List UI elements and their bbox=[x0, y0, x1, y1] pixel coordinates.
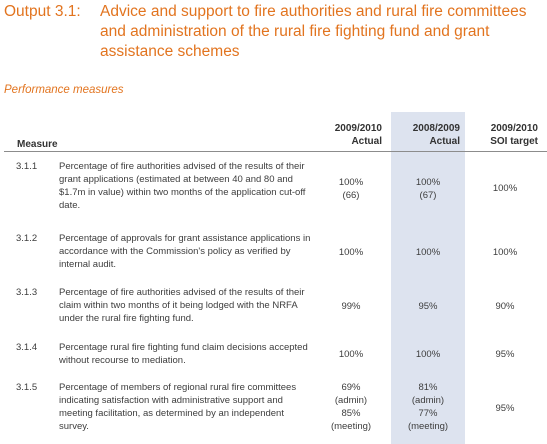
value-line: 85% bbox=[341, 408, 361, 419]
value-line: (admin) bbox=[334, 395, 368, 406]
value-line: 100% bbox=[338, 177, 364, 188]
measure-id: 3.1.4 bbox=[16, 342, 38, 353]
value-2009-2010-actual: 100% (66) bbox=[315, 176, 387, 202]
measure-description: Percentage of fire authorities advised o… bbox=[59, 287, 305, 324]
value-line: 100% bbox=[415, 177, 441, 188]
value-2008-2009-actual: 100% (67) bbox=[392, 176, 464, 202]
value-2009-2010-actual: 100% bbox=[338, 349, 364, 360]
header-2009-2010-soi-target: 2009/2010 SOI target bbox=[466, 122, 538, 148]
header-line: SOI target bbox=[490, 136, 538, 147]
header-2009-2010-actual: 2009/2010 Actual bbox=[310, 122, 382, 148]
value-soi-target: 95% bbox=[495, 403, 515, 414]
value-line: 69% bbox=[341, 382, 361, 393]
value-line: (meeting) bbox=[330, 421, 372, 432]
value-2008-2009-actual: 100% bbox=[415, 349, 441, 360]
header-line: 2009/2010 bbox=[490, 123, 538, 134]
header-line: 2009/2010 bbox=[334, 123, 382, 134]
value-2009-2010-actual: 100% bbox=[338, 247, 364, 258]
value-line: 81% bbox=[418, 382, 438, 393]
value-2009-2010-actual: 99% bbox=[341, 301, 361, 312]
measure-id: 3.1.1 bbox=[16, 161, 38, 172]
output-title-text: Advice and support to fire authorities a… bbox=[100, 3, 527, 60]
value-2009-2010-actual: 69% (admin) 85% (meeting) bbox=[315, 381, 387, 433]
measure-description: Percentage rural fire fighting fund clai… bbox=[59, 342, 308, 366]
header-line: Actual bbox=[351, 136, 382, 147]
value-line: (67) bbox=[419, 190, 437, 201]
value-line: (meeting) bbox=[407, 421, 449, 432]
value-soi-target: 95% bbox=[495, 349, 515, 360]
measure-id: 3.1.5 bbox=[16, 382, 38, 393]
highlight-column-2008-2009 bbox=[391, 112, 465, 444]
value-2008-2009-actual: 100% bbox=[415, 247, 441, 258]
value-line: (66) bbox=[342, 190, 360, 201]
measure-id: 3.1.2 bbox=[16, 233, 38, 244]
value-soi-target: 100% bbox=[492, 183, 518, 194]
measure-description: Percentage of approvals for grant assist… bbox=[59, 233, 311, 270]
measure-id: 3.1.3 bbox=[16, 287, 38, 298]
value-line: 77% bbox=[418, 408, 438, 419]
measure-description: Percentage of members of regional rural … bbox=[59, 382, 297, 432]
value-2008-2009-actual: 95% bbox=[418, 301, 438, 312]
value-line: (admin) bbox=[411, 395, 445, 406]
header-line: Actual bbox=[429, 136, 460, 147]
header-2008-2009-actual: 2008/2009 Actual bbox=[388, 122, 460, 148]
measure-description: Percentage of fire authorities advised o… bbox=[59, 161, 306, 211]
value-2008-2009-actual: 81% (admin) 77% (meeting) bbox=[392, 381, 464, 433]
header-divider bbox=[4, 151, 547, 152]
output-number: Output 3.1: bbox=[4, 3, 81, 20]
value-soi-target: 90% bbox=[495, 301, 515, 312]
value-soi-target: 100% bbox=[492, 247, 518, 258]
section-subheading: Performance measures bbox=[4, 84, 124, 96]
header-line: 2008/2009 bbox=[412, 123, 460, 134]
header-measure: Measure bbox=[17, 139, 58, 150]
